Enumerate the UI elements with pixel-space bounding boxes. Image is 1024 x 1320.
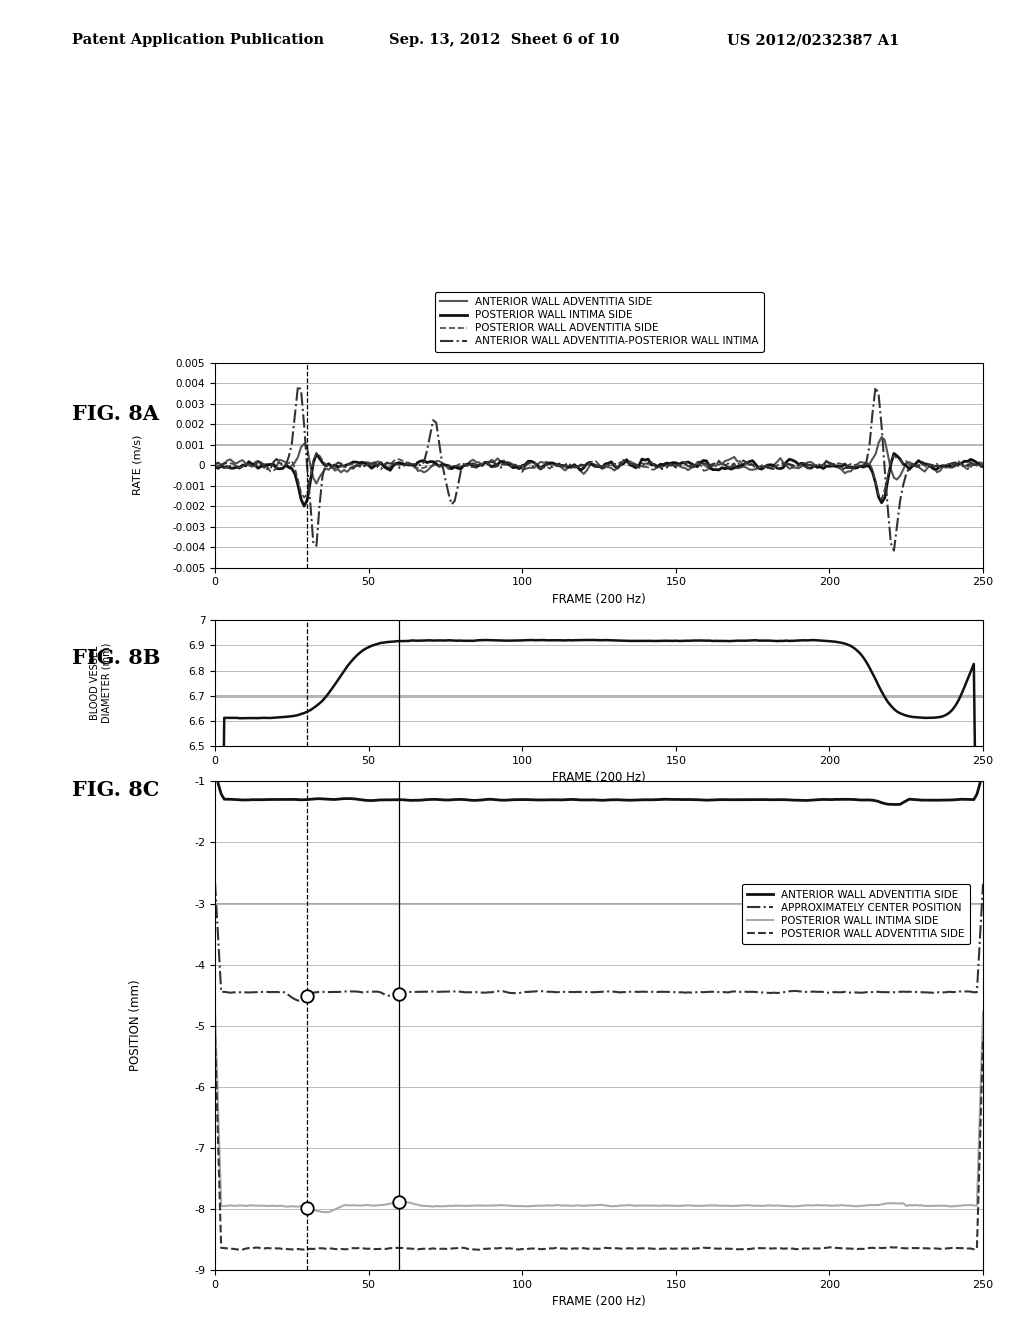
Text: FIG. 8B: FIG. 8B xyxy=(72,648,160,668)
Text: Patent Application Publication: Patent Application Publication xyxy=(72,33,324,48)
Legend: ANTERIOR WALL ADVENTITIA SIDE, POSTERIOR WALL INTIMA SIDE, POSTERIOR WALL ADVENT: ANTERIOR WALL ADVENTITIA SIDE, POSTERIOR… xyxy=(435,292,764,351)
Y-axis label: POSITION (mm): POSITION (mm) xyxy=(129,979,142,1072)
Legend: ANTERIOR WALL ADVENTITIA SIDE, APPROXIMATELY CENTER POSITION, POSTERIOR WALL INT: ANTERIOR WALL ADVENTITIA SIDE, APPROXIMA… xyxy=(741,884,970,944)
Text: FIG. 8C: FIG. 8C xyxy=(72,780,159,800)
Y-axis label: RATE (m/s): RATE (m/s) xyxy=(132,436,142,495)
Text: Sep. 13, 2012  Sheet 6 of 10: Sep. 13, 2012 Sheet 6 of 10 xyxy=(389,33,620,48)
Y-axis label: BLOOD VESSEL
DIAMETER (mm): BLOOD VESSEL DIAMETER (mm) xyxy=(90,643,112,723)
X-axis label: FRAME (200 Hz): FRAME (200 Hz) xyxy=(552,771,646,784)
Text: US 2012/0232387 A1: US 2012/0232387 A1 xyxy=(727,33,899,48)
Text: FIG. 8A: FIG. 8A xyxy=(72,404,159,424)
X-axis label: FRAME (200 Hz): FRAME (200 Hz) xyxy=(552,1295,646,1308)
X-axis label: FRAME (200 Hz): FRAME (200 Hz) xyxy=(552,593,646,606)
